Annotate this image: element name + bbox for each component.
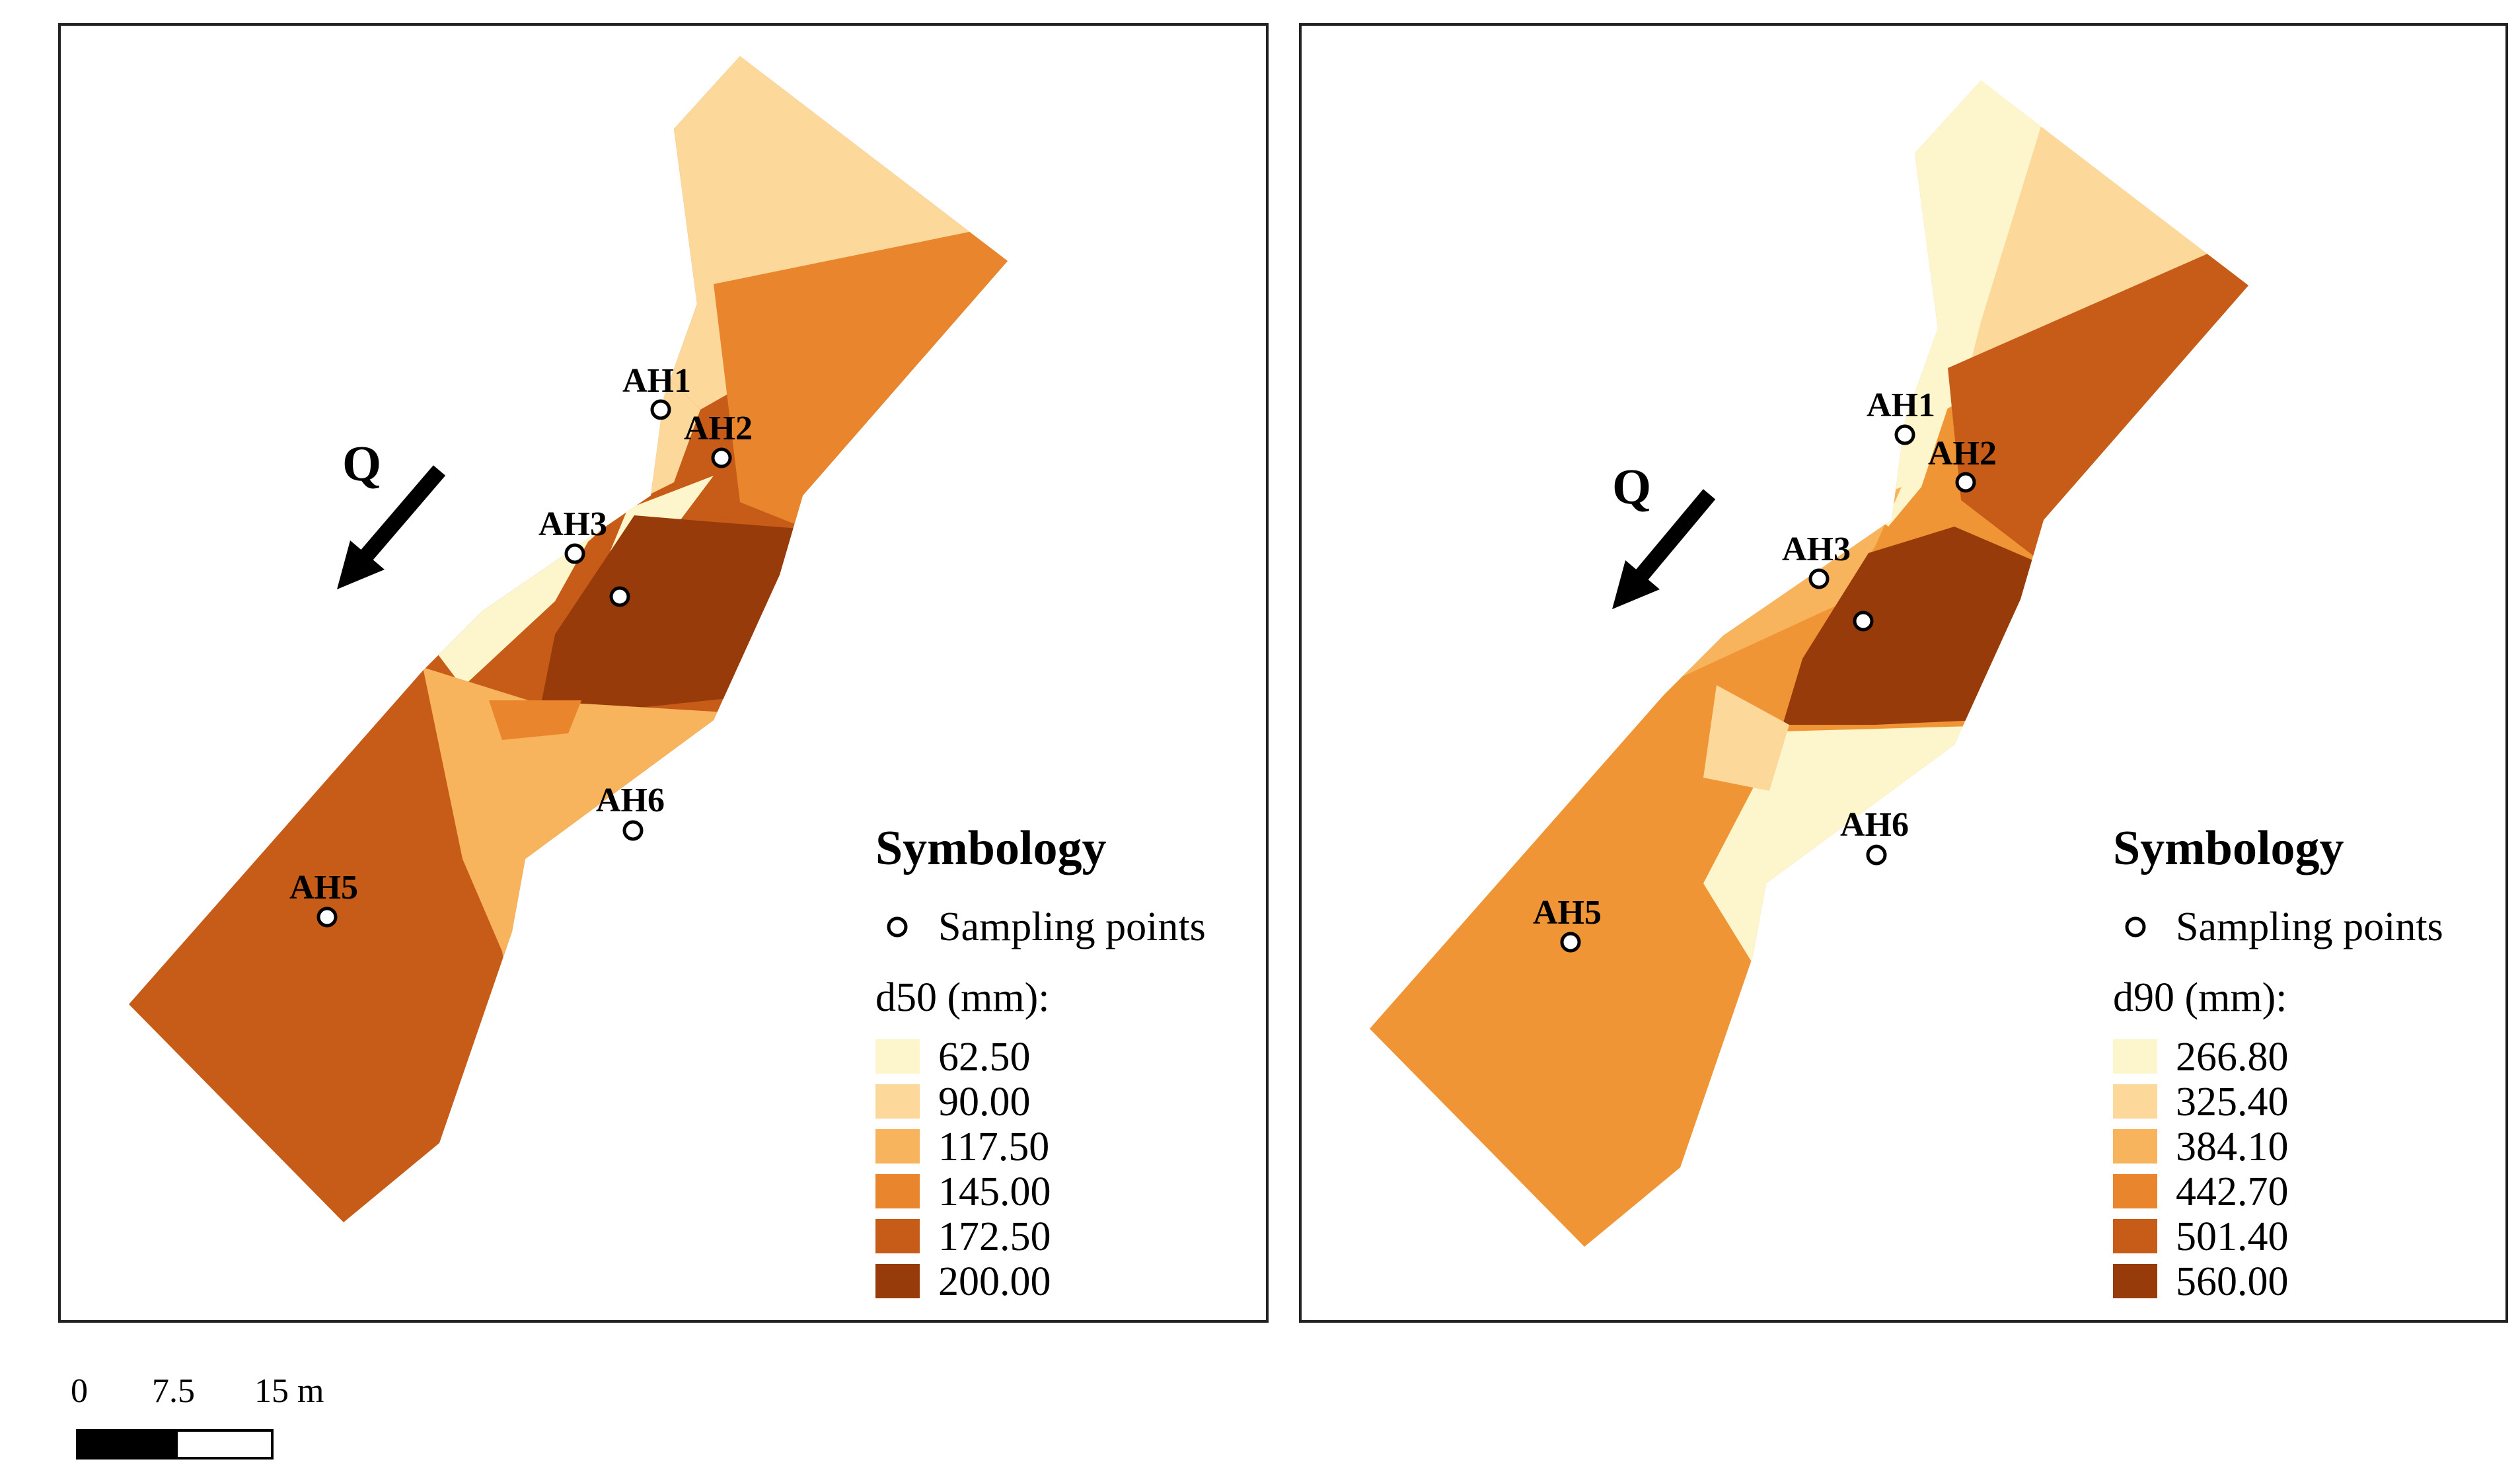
legend-class-label: 62.50 <box>938 1035 1031 1080</box>
legend-swatch <box>2113 1264 2157 1298</box>
sampling-point-AH2 <box>711 447 732 468</box>
flow-label: Q <box>1612 459 1651 515</box>
sampling-point-AH5 <box>316 906 338 928</box>
scale-segment-filled <box>76 1429 178 1460</box>
sampling-points <box>1560 424 1976 953</box>
legend-swatch <box>2113 1084 2157 1119</box>
legend-swatch <box>875 1084 920 1119</box>
sampling-point-AH5 <box>1560 932 1581 953</box>
legend-class-label: 117.50 <box>938 1125 1049 1169</box>
legend-swatch <box>875 1174 920 1208</box>
legend-swatch <box>875 1264 920 1298</box>
legend-title: Symbology <box>2113 821 2344 875</box>
legend-class-label: 325.40 <box>2176 1080 2289 1125</box>
flow-arrow <box>1612 489 1716 609</box>
scale-segment-empty <box>175 1429 274 1460</box>
sampling-points <box>316 399 732 928</box>
legend-swatch <box>875 1219 920 1253</box>
legend-class-list: 266.80 325.40 384.10 442.70 501.40 560.0… <box>2113 1035 2289 1304</box>
flow-label: Q <box>342 436 381 492</box>
point-label-AH6: AH6 <box>596 782 665 819</box>
sampling-point-AH2 <box>1955 472 1976 493</box>
scale-bar: 0 7.5 15 m <box>71 1372 324 1460</box>
legend-class-label: 442.70 <box>2176 1169 2289 1214</box>
legend-class-label: 172.50 <box>938 1214 1051 1259</box>
legend-sampling-label: Sampling points <box>2176 905 2443 949</box>
point-label-AH2: AH2 <box>684 410 753 447</box>
legend-swatch <box>2113 1129 2157 1164</box>
sampling-point-AH1 <box>1894 424 1915 445</box>
legend-swatch <box>875 1129 920 1164</box>
legend-class-list: 62.50 90.00 117.50 145.00 172.50 200.00 <box>875 1035 1051 1304</box>
point-label-AH2: AH2 <box>1928 435 1997 472</box>
point-label-AH1: AH1 <box>1867 387 1935 424</box>
legend-variable-label: d50 (mm): <box>875 975 1049 1020</box>
point-label-AH3: AH3 <box>1782 531 1851 568</box>
legend-swatch <box>2113 1219 2157 1253</box>
legend-d90: Symbology Sampling points d90 (mm): 266.… <box>2113 821 2443 1304</box>
legend-sampling-icon <box>2125 916 2146 938</box>
point-label-AH5: AH5 <box>1533 894 1602 932</box>
legend-variable-label: d90 (mm): <box>2113 975 2287 1020</box>
point-label-AH5: AH5 <box>289 869 358 906</box>
flow-arrow <box>337 465 446 589</box>
point-label-AH1: AH1 <box>622 362 691 400</box>
map-panel-d50: Q AH1 AH2 AH3 AH6 AH5 Symbology Sampling… <box>58 23 1269 1323</box>
scale-label-0: 0 <box>71 1372 88 1410</box>
sampling-point-unlabeled <box>1853 610 1874 632</box>
legend-class-label: 200.00 <box>938 1259 1051 1304</box>
legend-title: Symbology <box>875 821 1107 875</box>
legend-swatch <box>2113 1174 2157 1208</box>
legend-class-label: 501.40 <box>2176 1214 2289 1259</box>
sampling-point-AH1 <box>650 399 671 420</box>
sampling-point-AH6 <box>1866 844 1887 866</box>
sampling-point-AH6 <box>622 820 644 841</box>
legend-d50: Symbology Sampling points d50 (mm): 62.5… <box>875 821 1206 1304</box>
legend-swatch <box>875 1039 920 1074</box>
legend-class-label: 90.00 <box>938 1080 1031 1125</box>
legend-swatch <box>2113 1039 2157 1074</box>
map-panel-d90: Q AH1 AH2 AH3 AH6 AH5 Symbology Sampling… <box>1299 23 2508 1323</box>
scale-label-15m: 15 m <box>254 1372 324 1410</box>
legend-sampling-label: Sampling points <box>938 905 1206 949</box>
legend-class-label: 560.00 <box>2176 1259 2289 1304</box>
legend-class-label: 384.10 <box>2176 1125 2289 1169</box>
sampling-point-unlabeled <box>609 586 630 607</box>
sampling-point-AH3 <box>1808 568 1830 589</box>
point-label-AH3: AH3 <box>538 505 607 543</box>
legend-class-label: 266.80 <box>2176 1035 2289 1080</box>
scale-label-7-5: 7.5 <box>152 1372 195 1410</box>
sampling-point-AH3 <box>564 543 585 564</box>
point-label-AH6: AH6 <box>1840 806 1909 844</box>
legend-sampling-icon <box>887 916 908 938</box>
legend-class-label: 145.00 <box>938 1169 1051 1214</box>
